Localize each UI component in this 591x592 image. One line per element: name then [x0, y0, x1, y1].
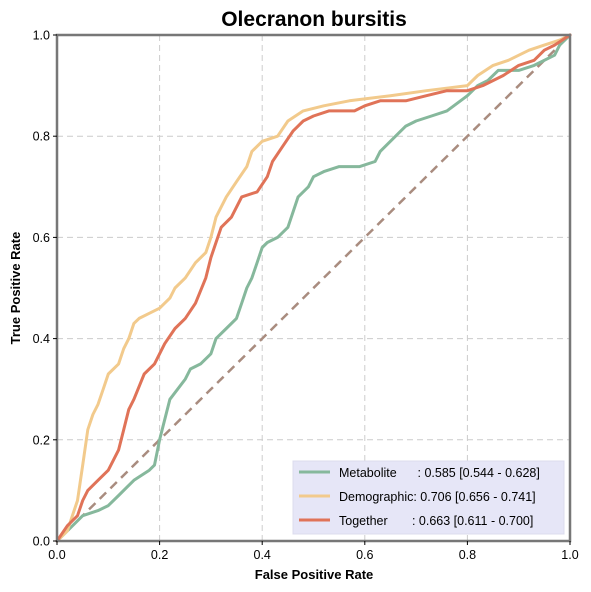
- legend-label-together: Together : 0.663 [0.611 - 0.700]: [339, 514, 533, 528]
- y-axis-label: True Positive Rate: [8, 232, 23, 345]
- chart-title: Olecranon bursitis: [221, 8, 407, 31]
- x-tick-label: 0.6: [356, 548, 373, 562]
- y-tick-label: 1.0: [33, 29, 50, 43]
- x-tick-label: 1.0: [561, 548, 578, 562]
- series-lines: [55, 33, 572, 543]
- chance-diagonal-line: [56, 34, 571, 542]
- axis-ticks: 0.0 0.2 0.4 0.6 0.8 1.0 0.0 0.2 0.4 0.6 0.8 1.0: [33, 29, 579, 563]
- grid: [57, 35, 570, 541]
- x-tick-label: 0.2: [151, 548, 168, 562]
- y-tick-label: 0.8: [33, 130, 50, 144]
- legend-box: [292, 460, 565, 535]
- legend-label-metabolite: Metabolite : 0.585 [0.544 - 0.628]: [339, 466, 540, 480]
- y-tick-label: 0.0: [33, 535, 50, 549]
- roc-line-together: [55, 33, 572, 543]
- y-tick-label: 0.6: [33, 231, 50, 245]
- x-tick-label: 0.4: [254, 548, 271, 562]
- x-axis-label: False Positive Rate: [255, 567, 374, 582]
- x-tick-label: 0.8: [459, 548, 476, 562]
- diagonal-reference: [56, 34, 571, 542]
- legend: Metabolite : 0.585 [0.544 - 0.628] Demog…: [292, 460, 565, 535]
- roc-line-demographic: [55, 33, 572, 543]
- legend-label-demographic: Demographic: 0.706 [0.656 - 0.741]: [339, 490, 536, 504]
- y-tick-label: 0.4: [33, 332, 50, 346]
- roc-line-metabolite: [55, 33, 572, 543]
- x-tick-label: 0.0: [48, 548, 65, 562]
- plot-frame: [55, 33, 572, 543]
- y-tick-label: 0.2: [33, 433, 50, 447]
